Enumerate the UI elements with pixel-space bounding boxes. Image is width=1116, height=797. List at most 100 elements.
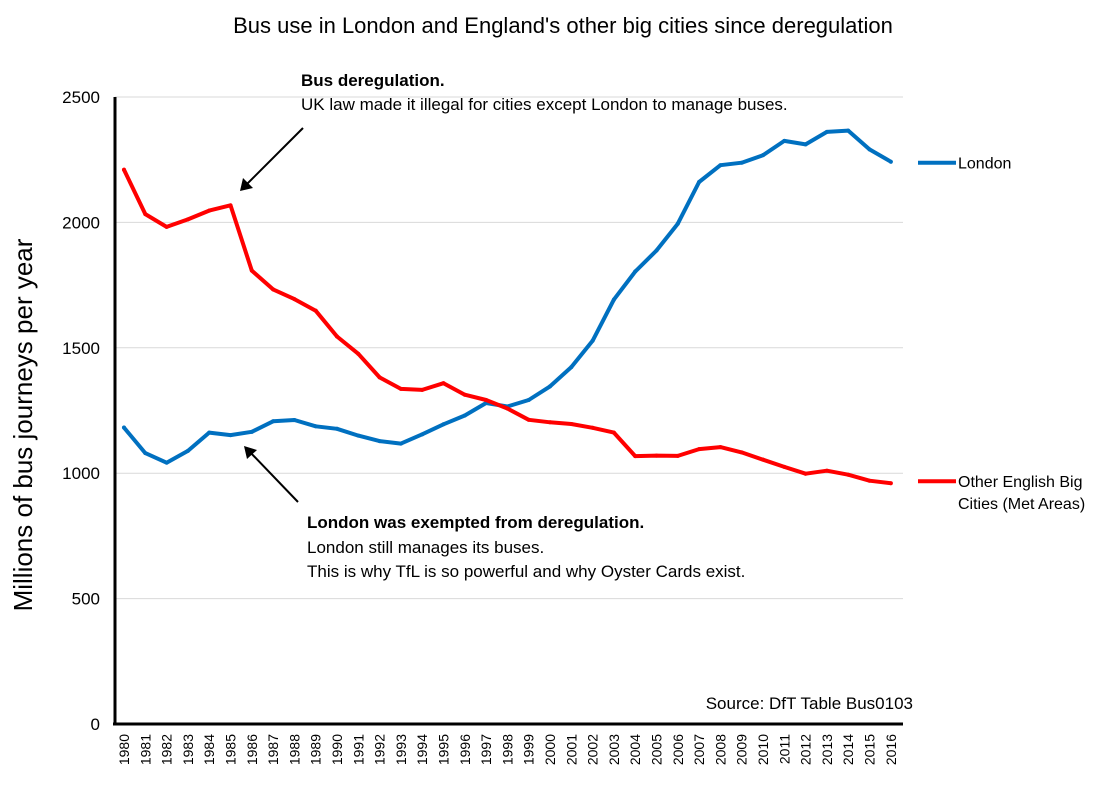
data-point-london (398, 441, 403, 446)
data-point-london (441, 422, 446, 427)
x-tick-label: 2002 (585, 734, 601, 765)
x-tick-label: 2000 (542, 734, 558, 765)
data-point-london (526, 397, 531, 402)
data-point-other-cities (761, 457, 765, 462)
y-tick-label: 2500 (62, 88, 100, 107)
data-point-other-cities (718, 445, 723, 450)
data-point-london (356, 433, 361, 438)
axes (113, 97, 903, 726)
legend-label-london: London (958, 156, 1011, 173)
data-point-other-cities (356, 351, 361, 356)
x-tick-label: 2013 (819, 734, 835, 765)
x-tick-label: 1995 (436, 734, 452, 765)
annotation-exemption-line-1: London still manages its buses. (307, 538, 544, 557)
x-tick-label: 2006 (670, 734, 686, 765)
x-tick-label: 1987 (265, 734, 281, 765)
data-point-other-cities (739, 450, 744, 455)
x-tick-label: 1988 (286, 734, 302, 765)
data-point-london (590, 338, 595, 343)
x-tick-label: 2016 (883, 734, 899, 765)
series-line-other-cities (122, 167, 893, 486)
data-point-other-cities (335, 334, 339, 339)
x-tick-label: 2009 (734, 734, 750, 765)
gridlines (115, 96, 903, 600)
data-point-other-cities (377, 375, 382, 380)
series-lines (122, 128, 893, 486)
data-point-london (697, 180, 702, 185)
data-point-other-cities (420, 387, 425, 392)
data-point-other-cities (185, 217, 190, 222)
y-axis-label: Millions of bus journeys per year (8, 238, 38, 611)
data-point-other-cities (654, 453, 659, 458)
data-point-other-cities (782, 464, 787, 469)
data-point-london (249, 429, 254, 434)
data-point-other-cities (888, 481, 893, 486)
annotation-deregulation-arrow (243, 127, 304, 188)
data-point-other-cities (505, 406, 510, 411)
data-point-other-cities (697, 447, 702, 452)
x-tick-label: 2003 (606, 734, 622, 765)
data-point-london (803, 142, 808, 147)
data-point-london (143, 451, 148, 456)
y-tick-label: 0 (91, 715, 100, 734)
annotation-deregulation-arrowhead (240, 178, 253, 191)
data-point-other-cities (398, 386, 403, 391)
data-point-london (164, 460, 169, 465)
x-tick-label: 1989 (308, 734, 324, 765)
data-point-london (569, 365, 574, 370)
data-point-london (420, 432, 425, 437)
x-tick-label: 1984 (201, 734, 217, 765)
x-tick-label: 2001 (563, 734, 579, 765)
legend: London Other English Big Cities (Met Areas… (918, 156, 1085, 513)
x-tick-label: 2008 (712, 734, 728, 765)
data-point-other-cities (611, 430, 616, 435)
data-point-other-cities (207, 208, 212, 213)
source-note: Source: DfT Table Bus0103 (706, 694, 913, 713)
x-tick-label: 2005 (649, 734, 665, 765)
data-point-london (313, 424, 318, 429)
data-point-london (718, 163, 723, 168)
data-point-london (185, 448, 190, 453)
x-tick-label: 2014 (840, 734, 856, 765)
legend-label-other-cities: Other English Big Cities (Met Areas) (958, 474, 1085, 513)
data-point-other-cities (271, 287, 276, 292)
annotation-exemption-arrow (247, 449, 299, 503)
x-tick-label: 1993 (393, 734, 409, 765)
x-tick-label: 1982 (159, 734, 175, 765)
x-tick-label: 1996 (457, 734, 473, 765)
x-tick-label: 2015 (862, 734, 878, 765)
annotation-deregulation-title: Bus deregulation. (301, 71, 445, 90)
x-tick-label: 2010 (755, 734, 771, 765)
x-tick-label: 1994 (414, 734, 430, 765)
x-tick-label: 1981 (137, 734, 153, 765)
y-tick-label: 2000 (62, 213, 100, 232)
chart-title: Bus use in London and England's other bi… (233, 13, 893, 38)
data-point-london (462, 413, 467, 418)
data-point-london (867, 147, 872, 152)
data-point-london (335, 426, 339, 431)
x-tick-label: 1986 (244, 734, 260, 765)
data-point-london (292, 418, 297, 423)
data-point-london (271, 419, 276, 424)
data-point-london (846, 128, 851, 133)
data-point-london (377, 439, 382, 444)
data-point-other-cities (803, 471, 808, 476)
x-tick-label: 1991 (350, 734, 366, 765)
y-tick-label: 500 (72, 590, 100, 609)
x-tick-label: 1997 (478, 734, 494, 765)
data-point-london (207, 430, 212, 435)
annotation-exemption: London was exempted from deregulation. L… (244, 446, 745, 581)
data-point-london (122, 425, 126, 430)
data-point-other-cities (484, 397, 489, 402)
data-point-other-cities (633, 454, 638, 459)
x-tick-labels: 1980 1981 1982 1983 1984 1985 1986 1987 1988 1989… (116, 734, 899, 765)
y-tick-label: 1000 (62, 464, 100, 483)
x-tick-label: 1980 (116, 734, 132, 765)
data-point-london (654, 248, 659, 253)
x-tick-label: 1990 (329, 734, 345, 765)
x-tick-label: 2007 (691, 734, 707, 765)
x-tick-label: 2011 (776, 734, 792, 764)
y-tick-label: 1500 (62, 339, 100, 358)
data-point-london (761, 153, 765, 158)
